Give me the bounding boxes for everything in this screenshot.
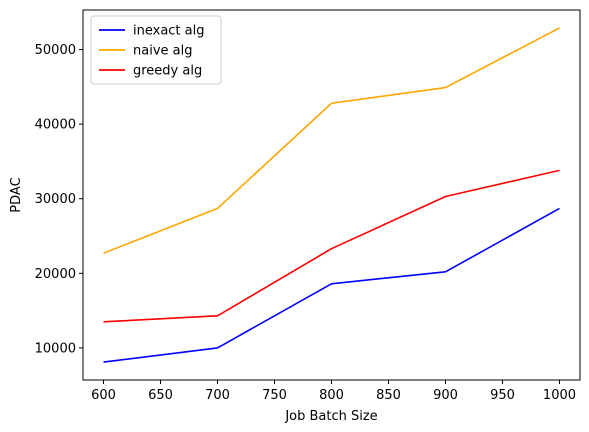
x-tick-label: 850 [376, 388, 401, 403]
y-tick-label: 10000 [35, 341, 76, 356]
y-axis-label: PDAC [9, 177, 24, 212]
x-tick-label: 750 [262, 388, 287, 403]
legend-box [90, 15, 222, 85]
series-line-greedy-alg [103, 169, 560, 323]
x-axis-label: Job Batch Size [284, 409, 377, 424]
x-tick-label: 900 [433, 388, 458, 403]
legend-label: greedy alg [133, 64, 202, 79]
y-tick-label: 50000 [35, 43, 76, 58]
x-axis-ticks: 600 650 700 750 800 850 900 950 1000 [91, 380, 576, 403]
series-line-inexact-alg [103, 207, 560, 363]
x-tick-label: 800 [319, 388, 344, 403]
legend: inexact alg naive alg greedy alg [90, 15, 222, 85]
x-tick-label: 600 [91, 388, 116, 403]
y-tick-label: 30000 [35, 192, 76, 207]
y-axis-ticks: 10000 20000 30000 40000 50000 [35, 43, 83, 356]
series-line-naive-alg [103, 27, 560, 254]
x-tick-label: 1000 [543, 388, 576, 403]
x-tick-label: 950 [490, 388, 515, 403]
legend-label: inexact alg [133, 24, 205, 39]
y-tick-label: 20000 [35, 267, 76, 282]
x-tick-label: 650 [148, 388, 173, 403]
plot-frame [82, 9, 581, 381]
legend-label: naive alg [133, 44, 192, 59]
x-tick-label: 700 [205, 388, 230, 403]
y-tick-label: 40000 [35, 118, 76, 133]
series-lines [103, 27, 560, 363]
